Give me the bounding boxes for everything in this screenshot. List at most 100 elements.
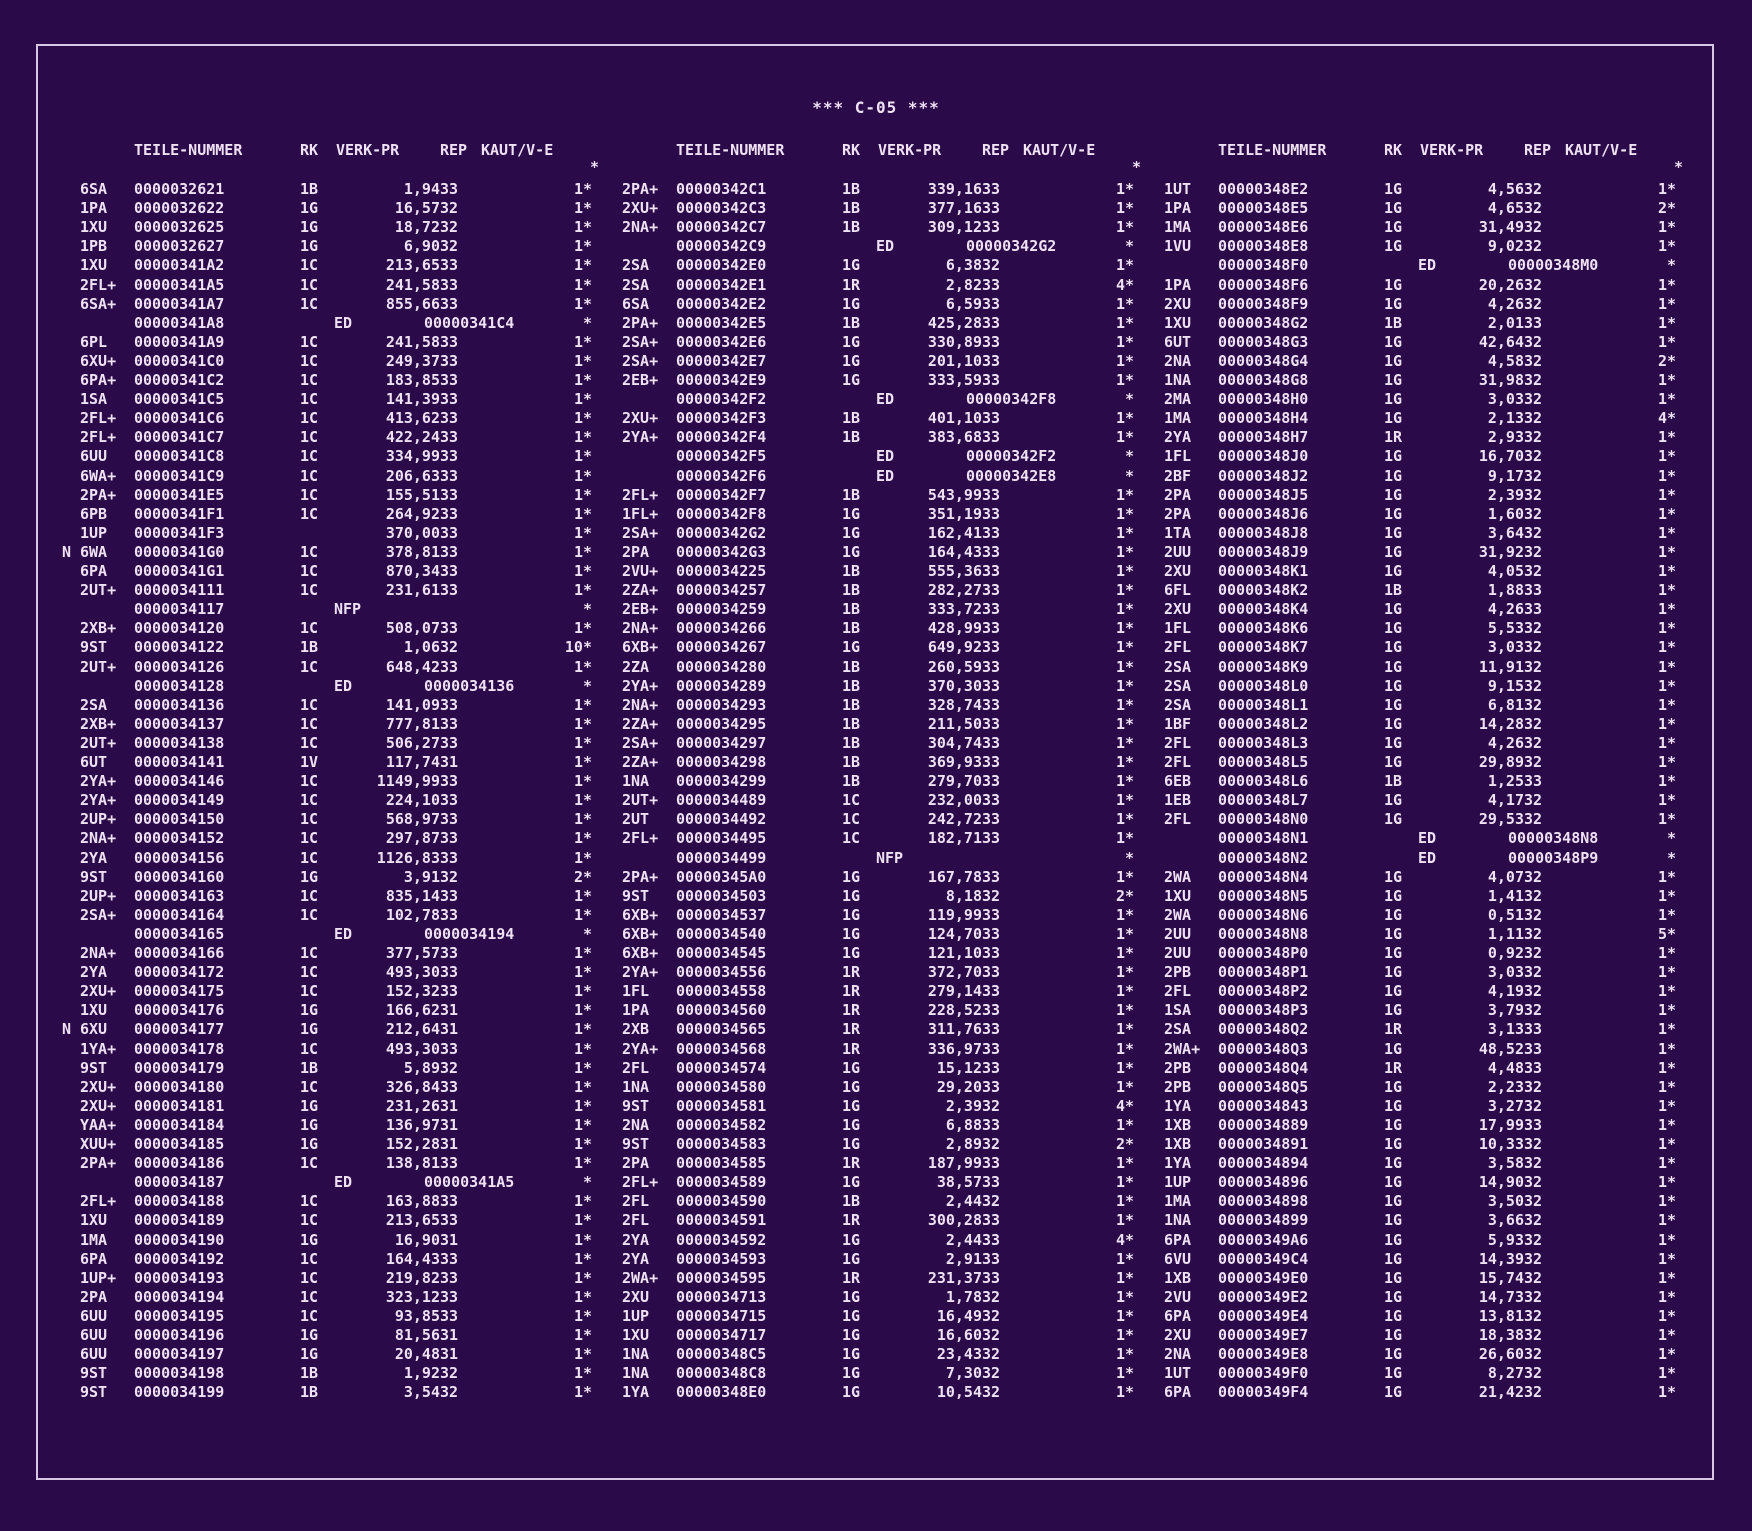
row-part-number: 0000034297 [676, 733, 767, 752]
row-part-number: 00000348C5 [676, 1345, 767, 1364]
row-rk: 1B [1384, 313, 1403, 332]
row-part-number: 00000341F1 [134, 504, 225, 523]
row-rep: 33 [440, 332, 459, 351]
row-kaut: * [1666, 829, 1676, 848]
row-kaut: 1* [1657, 1115, 1676, 1134]
row-rk: 1G [1384, 1211, 1403, 1230]
row-rk: 1R [842, 963, 861, 982]
table-row: 6PA 00000349F4 1G 21,42 32 1* [1152, 1383, 1692, 1402]
row-rep: 31 [440, 1096, 459, 1115]
row-verk-pr: 3,13 [1487, 1020, 1524, 1039]
row-rep: 32 [982, 1383, 1001, 1402]
row-rep: 33 [440, 523, 459, 542]
row-rep: 31 [440, 1230, 459, 1249]
row-rep: 33 [982, 1115, 1001, 1134]
row-part-number: 0000034192 [134, 1249, 225, 1268]
row-rep: 32 [1524, 332, 1543, 351]
table-row: 6PA 00000349E4 1G 13,81 32 1* [1152, 1307, 1692, 1326]
row-verk-pr: 231,37 [927, 1268, 982, 1287]
row-typ: 2UT+ [80, 657, 117, 676]
row-verk-pr: 4,17 [1487, 791, 1524, 810]
table-row: 1NA 00000348G8 1G 31,98 32 1* [1152, 371, 1692, 390]
row-part-number: 0000034188 [134, 1192, 225, 1211]
row-part-number: 0000034560 [676, 1001, 767, 1020]
row-typ: 6PA [1164, 1306, 1192, 1325]
row-rep: 33 [440, 180, 459, 198]
row-kaut: 1* [1657, 218, 1676, 237]
row-rk: 1G [1384, 1345, 1403, 1364]
row-part-number: 0000034111 [134, 581, 225, 600]
row-typ: 2BF [1164, 466, 1192, 485]
row-rk: 1C [300, 963, 319, 982]
row-rk: 1G [300, 199, 319, 218]
row-rk: 1G [842, 1345, 861, 1364]
row-verk-pr: 183,85 [385, 371, 440, 389]
row-rep: 33 [982, 638, 1001, 657]
row-rk: 1C [300, 1287, 319, 1306]
row-part-number: 0000034492 [676, 810, 767, 829]
table-row: 2SA 00000348L0 1G 9,15 32 1* [1152, 677, 1692, 696]
row-rep: 31 [440, 1326, 459, 1344]
row-verk-pr: 2,89 [945, 1135, 982, 1153]
row-typ: 1SA [80, 390, 108, 409]
row-verk-pr: 164,43 [385, 1249, 440, 1268]
row-kaut: 1* [573, 351, 592, 370]
row-rk: 1R [842, 1001, 861, 1020]
row-typ: 2WA [1164, 905, 1192, 924]
row-verk-pr: ED [1418, 256, 1437, 275]
row-verk-pr: 231,61 [385, 581, 440, 600]
row-rk: 1C [300, 1268, 319, 1287]
row-kaut: 1* [1115, 1268, 1134, 1287]
row-typ: 1VU [1164, 237, 1192, 256]
row-rep: 00000348N8 [1508, 829, 1599, 848]
row-rk: 1C [300, 714, 319, 733]
row-rep: 33 [982, 963, 1001, 982]
row-rep: 33 [1524, 313, 1543, 332]
row-rk: 1G [1384, 237, 1403, 256]
row-verk-pr: 508,07 [385, 619, 440, 638]
row-typ: 2WA+ [622, 1268, 659, 1287]
table-row: 9ST 0000034581 1G 2,39 32 4* [610, 1097, 1150, 1116]
row-part-number: 0000034137 [134, 714, 225, 733]
header-rep: REP [1524, 141, 1552, 159]
row-typ: 2UT+ [80, 733, 117, 752]
row-verk-pr: 279,70 [927, 772, 982, 791]
row-rep: 32 [982, 1192, 1001, 1211]
row-verk-pr: 206,63 [385, 466, 440, 485]
row-kaut: 2* [1657, 351, 1676, 370]
row-kaut: 1* [1657, 1154, 1676, 1173]
row-part-number: 00000348K1 [1218, 562, 1309, 580]
row-kaut: 1* [1657, 1306, 1676, 1325]
row-typ: 2PA [1164, 504, 1192, 523]
row-kaut: 1* [573, 485, 592, 504]
row-part-number: 0000034141 [134, 753, 225, 771]
row-rk: 1G [1384, 1039, 1403, 1058]
row-verk-pr: 378,81 [385, 542, 440, 561]
row-rk: 1G [1384, 294, 1403, 313]
row-kaut: 1* [1115, 600, 1134, 619]
row-kaut: 1* [573, 848, 592, 867]
row-kaut: 1* [1657, 695, 1676, 714]
row-kaut: 1* [573, 714, 592, 733]
row-verk-pr: 232,00 [927, 791, 982, 810]
table-row: 6XB+ 0000034540 1G 124,70 33 1* [610, 925, 1150, 944]
table-row: 1XU 00000348G2 1B 2,01 33 1* [1152, 314, 1692, 333]
row-verk-pr: 3,79 [1487, 1001, 1524, 1020]
table-row: 6PB 00000341F1 1C 264,92 33 1* [68, 505, 608, 524]
row-part-number: 0000034713 [676, 1287, 767, 1306]
row-typ: 2SA [622, 275, 650, 294]
row-kaut: 1* [1657, 581, 1676, 600]
table-row: 2FL 0000034591 1R 300,28 33 1* [610, 1211, 1150, 1230]
row-rep: 32 [1524, 1211, 1543, 1230]
row-part-number: 00000348H0 [1218, 390, 1309, 409]
row-rk: 1G [1384, 619, 1403, 638]
row-rep: 33 [440, 848, 459, 867]
row-typ: 1PA [1164, 275, 1192, 294]
row-rep: 32 [1524, 638, 1543, 657]
table-row: 6EB 00000348L6 1B 1,25 33 1* [1152, 772, 1692, 791]
row-part-number: 0000034503 [676, 886, 767, 905]
row-typ: 6PA [80, 1249, 108, 1268]
row-rk: 1B [842, 313, 861, 332]
row-rep: 0000034136 [424, 676, 515, 695]
row-part-number: 0000034177 [134, 1020, 225, 1039]
